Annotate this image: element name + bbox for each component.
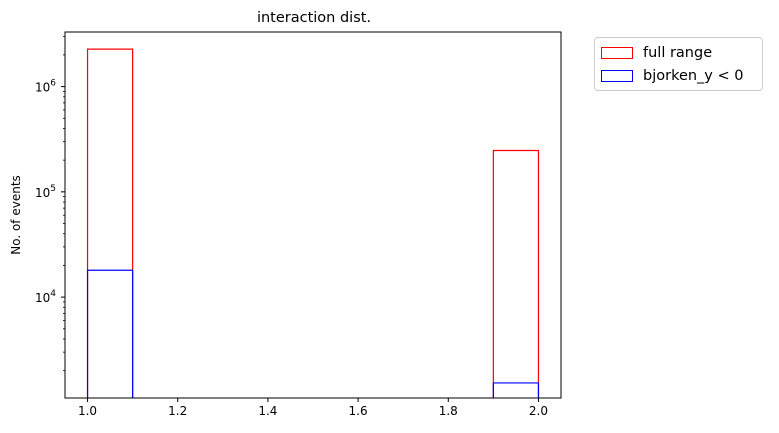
- histogram-bar-series-1-bin-0: [86, 269, 134, 398]
- x-tick-label-5: 2.0: [529, 404, 548, 418]
- legend-entry-full-range: full range: [601, 43, 712, 63]
- axes-frame: [64, 31, 562, 399]
- y-tick-label-2: 106: [35, 79, 56, 95]
- plot-area: 1.0 1.2 1.4 1.6 1.8 2.0 104 105 106: [35, 31, 562, 418]
- histogram-bar-series-1-bin-9: [492, 382, 540, 398]
- legend-label-bjorken-y: bjorken_y < 0: [643, 68, 744, 84]
- legend: full range bjorken_y < 0: [594, 37, 763, 91]
- y-tick-label-0: 104: [35, 289, 56, 305]
- x-tick-label-4: 1.8: [439, 404, 458, 418]
- x-tick-label-0: 1.0: [78, 404, 97, 418]
- legend-label-full-range: full range: [643, 45, 713, 61]
- chart-title: interaction dist.: [257, 10, 371, 26]
- histogram-bar-series-0-bin-0: [86, 48, 134, 398]
- x-tick-label-1: 1.2: [168, 404, 187, 418]
- x-tick-label-2: 1.4: [258, 404, 277, 418]
- y-axis-label: No. of events: [9, 175, 23, 255]
- legend-swatch-bjorken-y: [601, 70, 633, 82]
- legend-swatch-full-range: [601, 47, 633, 59]
- y-tick-label-1: 105: [35, 184, 56, 200]
- x-tick-label-3: 1.6: [349, 404, 368, 418]
- histogram-bar-series-0-bin-9: [492, 149, 540, 398]
- legend-entry-bjorken-y: bjorken_y < 0: [601, 66, 743, 86]
